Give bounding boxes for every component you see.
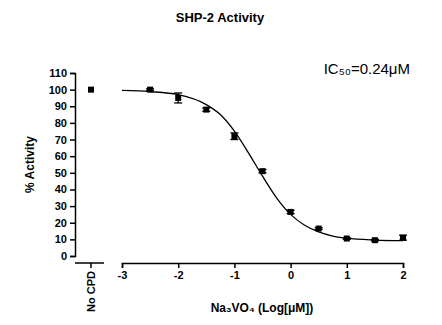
- x-tick-mark: [403, 263, 405, 268]
- data-point: [175, 95, 181, 101]
- y-tick: 100: [49, 84, 75, 96]
- x-tick-label: 0: [288, 269, 294, 281]
- x-axis: -3 -2 -1 0 1 2: [118, 263, 407, 281]
- data-point: [203, 107, 209, 113]
- y-tick-mark: [70, 206, 75, 208]
- y-tick-label: 20: [55, 217, 67, 229]
- y-tick: 80: [55, 117, 75, 129]
- x-tick-label: 1: [344, 269, 350, 281]
- y-tick: 40: [55, 183, 75, 195]
- control-point: [88, 87, 94, 93]
- x-tick: 2: [400, 263, 406, 281]
- x-tick: 0: [288, 263, 294, 281]
- x-tick-mark: [290, 263, 292, 268]
- title: SHP-2 Activity: [176, 10, 265, 25]
- y-axis: 0 10 20 30 40 50 60 70 80 90 100 110: [49, 67, 76, 262]
- x-tick-label: -2: [174, 269, 184, 281]
- x-tick-mark: [178, 263, 180, 268]
- y-tick: 30: [55, 200, 75, 212]
- y-tick: 60: [55, 150, 75, 162]
- y-tick-label: 0: [61, 250, 67, 262]
- x-axis-line: [123, 264, 404, 269]
- y-tick-label: 60: [55, 150, 67, 162]
- control-tick-mark: [90, 263, 92, 268]
- y-tick-mark: [70, 239, 75, 241]
- x-tick-mark: [122, 263, 124, 268]
- y-tick: 10: [55, 233, 75, 245]
- y-tick-mark: [70, 156, 75, 158]
- y-tick-label: 110: [49, 67, 67, 79]
- y-tick-mark: [70, 222, 75, 224]
- x-tick-mark: [347, 263, 349, 268]
- plot-area: [122, 87, 407, 244]
- y-tick-label: 40: [55, 183, 67, 195]
- y-tick-label: 90: [55, 100, 67, 112]
- x-tick-label: -1: [230, 269, 240, 281]
- y-tick-mark: [70, 123, 75, 125]
- y-tick-mark: [70, 73, 75, 75]
- y-tick-label: 70: [55, 134, 67, 146]
- x-tick-label: -3: [118, 269, 128, 281]
- y-tick: 70: [55, 134, 75, 146]
- y-tick: 20: [55, 217, 75, 229]
- y-tick-label: 30: [55, 200, 67, 212]
- y-tick-mark: [70, 256, 75, 258]
- y-tick-mark: [70, 139, 75, 141]
- y-label: % Activity: [23, 136, 37, 193]
- y-tick: 0: [61, 250, 75, 262]
- error-bar-cap: [174, 102, 182, 103]
- chart: SHP-2 Activity0102030405060708090100110%…: [0, 0, 442, 325]
- y-tick-label: 10: [55, 233, 67, 245]
- error-bar-cap: [174, 92, 182, 93]
- x-tick: -2: [174, 263, 184, 281]
- x-tick: -1: [230, 263, 240, 281]
- annotation: IC₅₀=0.24μM: [324, 60, 410, 77]
- y-tick-label: 80: [55, 117, 67, 129]
- control-label: No CPD: [85, 271, 97, 312]
- x-tick: -3: [118, 263, 128, 281]
- y-tick-label: 50: [55, 167, 67, 179]
- y-tick-label: 100: [49, 84, 67, 96]
- x-label: Na₃VO₄ (Log[μM]): [211, 301, 314, 315]
- y-tick: 110: [49, 67, 75, 79]
- y-tick-mark: [70, 189, 75, 191]
- fit-line: [122, 90, 403, 240]
- x-tick-label: 2: [400, 269, 406, 281]
- y-tick: 90: [55, 100, 75, 112]
- control-axis-line: [75, 262, 104, 264]
- error-bar: [399, 235, 407, 240]
- data-point: [400, 235, 406, 241]
- y-tick-mark: [70, 106, 75, 108]
- x-tick: 1: [344, 263, 350, 281]
- y-tick-mark: [70, 89, 75, 91]
- x-tick-mark: [234, 263, 236, 268]
- y-tick-mark: [70, 173, 75, 175]
- y-axis-line: [70, 74, 76, 257]
- y-tick: 50: [55, 167, 75, 179]
